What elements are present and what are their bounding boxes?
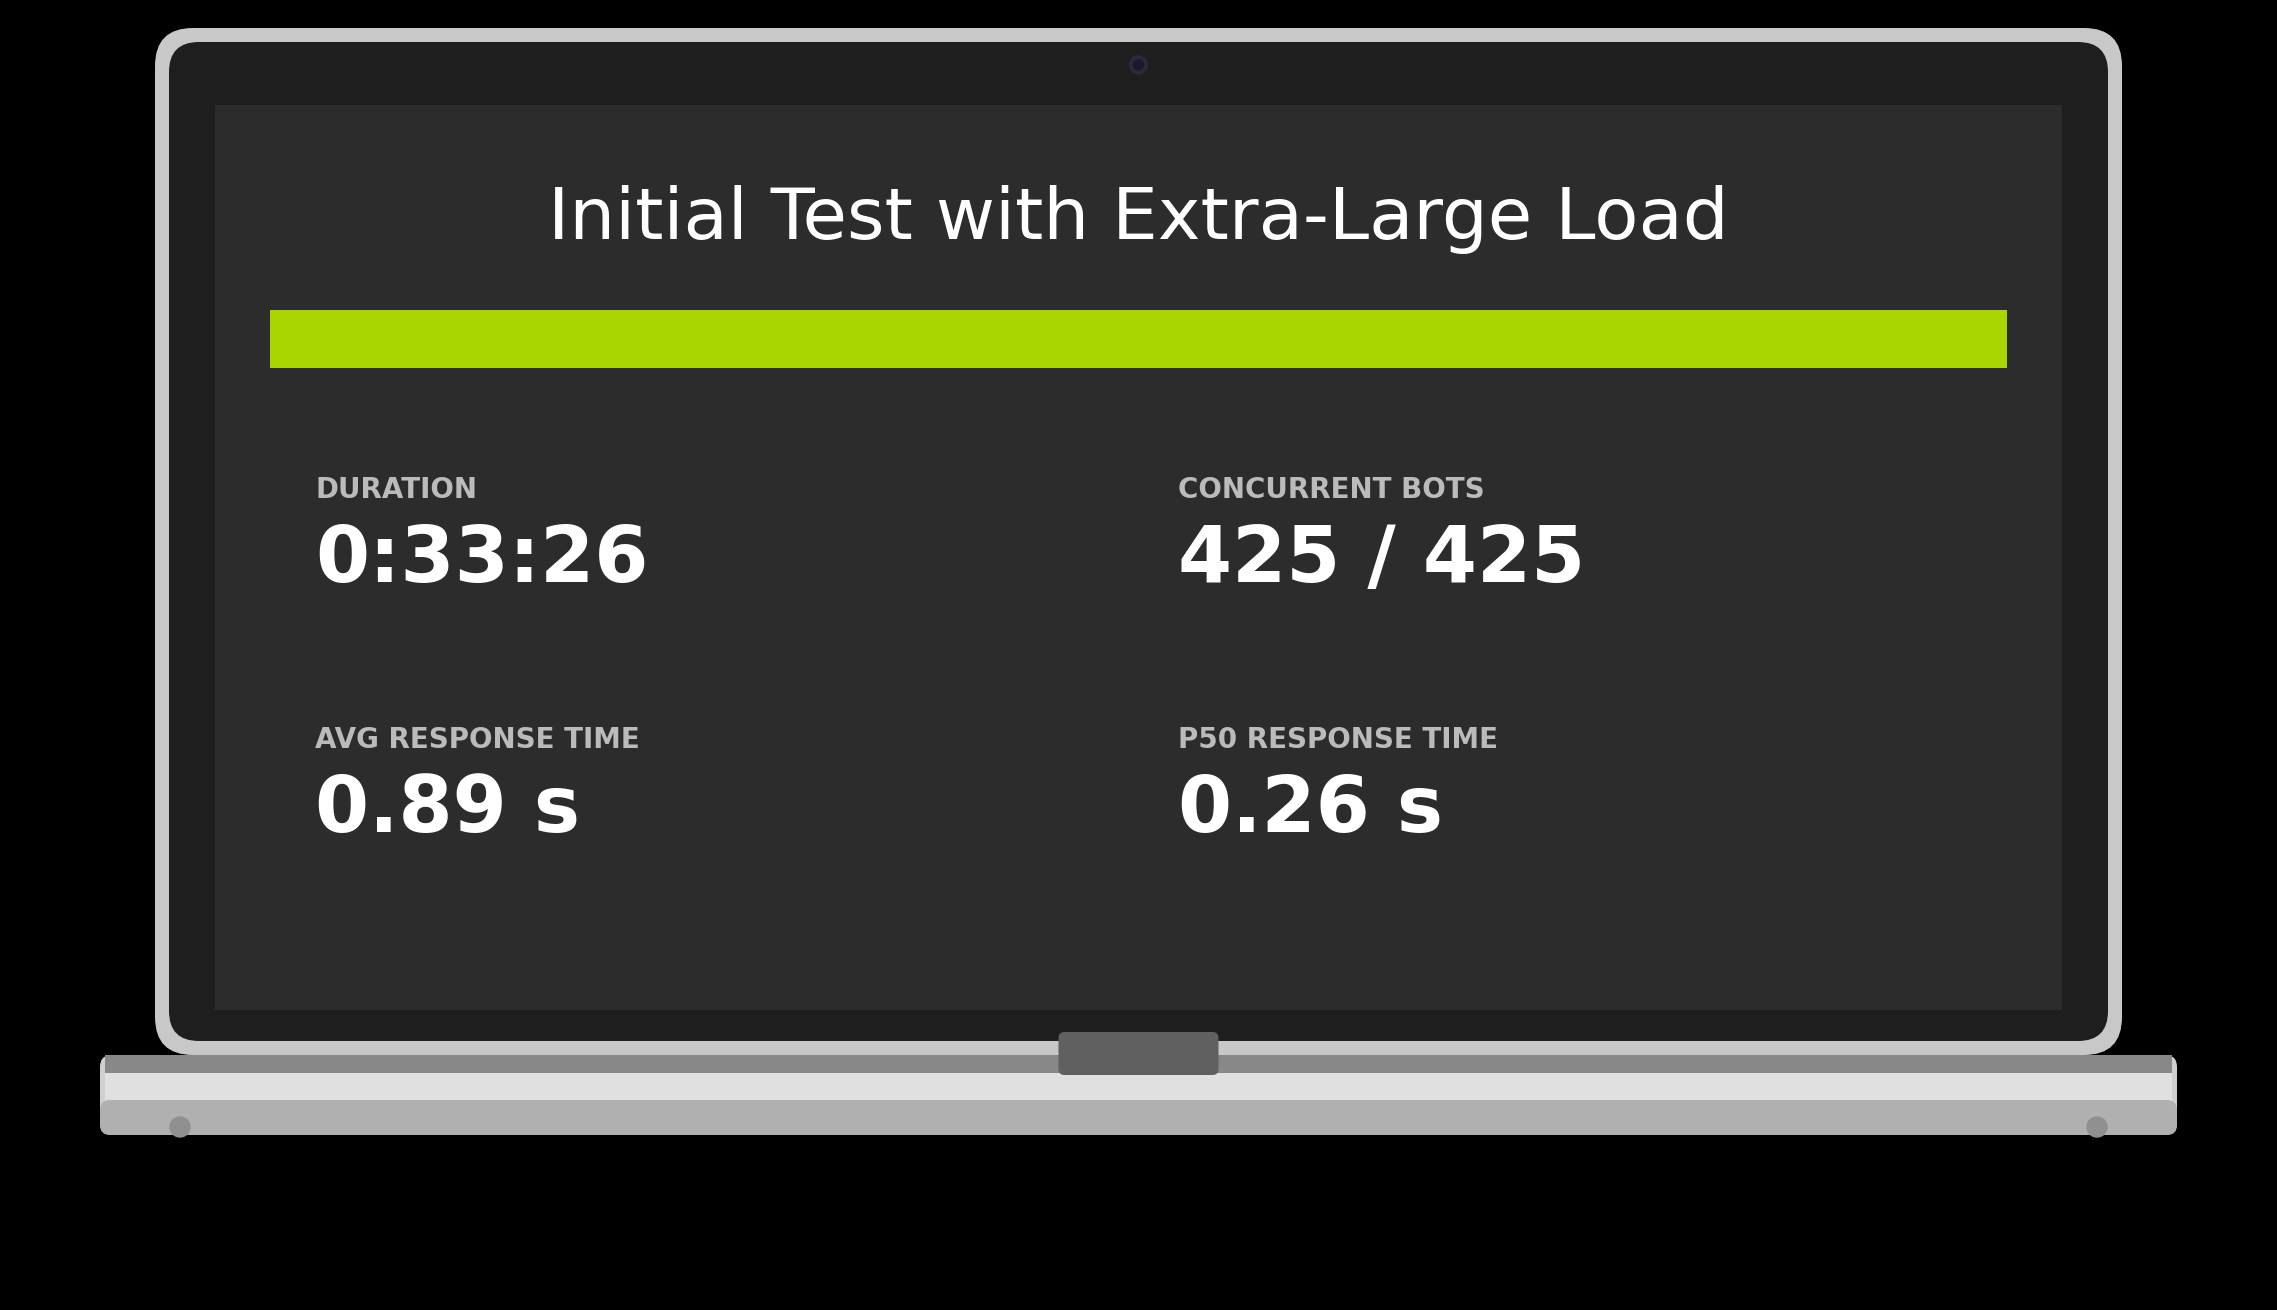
Bar: [271, 310, 2006, 368]
Text: 425 / 425: 425 / 425: [1179, 521, 1585, 597]
FancyBboxPatch shape: [155, 28, 2122, 1055]
Text: 0:33:26: 0:33:26: [314, 521, 649, 597]
Bar: [214, 105, 2063, 1010]
Circle shape: [1134, 60, 1143, 69]
Text: P50 RESPONSE TIME: P50 RESPONSE TIME: [1179, 726, 1498, 755]
FancyBboxPatch shape: [1059, 1032, 1218, 1076]
FancyBboxPatch shape: [100, 1055, 2177, 1134]
Circle shape: [171, 1117, 189, 1137]
Circle shape: [2088, 1117, 2106, 1137]
Circle shape: [1129, 56, 1148, 73]
Text: CONCURRENT BOTS: CONCURRENT BOTS: [1179, 476, 1485, 504]
Bar: [105, 1055, 2172, 1076]
FancyBboxPatch shape: [100, 1100, 2177, 1134]
FancyBboxPatch shape: [168, 42, 2109, 1041]
Text: DURATION: DURATION: [314, 476, 476, 504]
Bar: [105, 1073, 2172, 1128]
Text: 0.89 s: 0.89 s: [314, 772, 581, 848]
Text: Initial Test with Extra-Large Load: Initial Test with Extra-Large Load: [549, 186, 1728, 254]
Text: 0.26 s: 0.26 s: [1179, 772, 1444, 848]
Text: AVG RESPONSE TIME: AVG RESPONSE TIME: [314, 726, 640, 755]
